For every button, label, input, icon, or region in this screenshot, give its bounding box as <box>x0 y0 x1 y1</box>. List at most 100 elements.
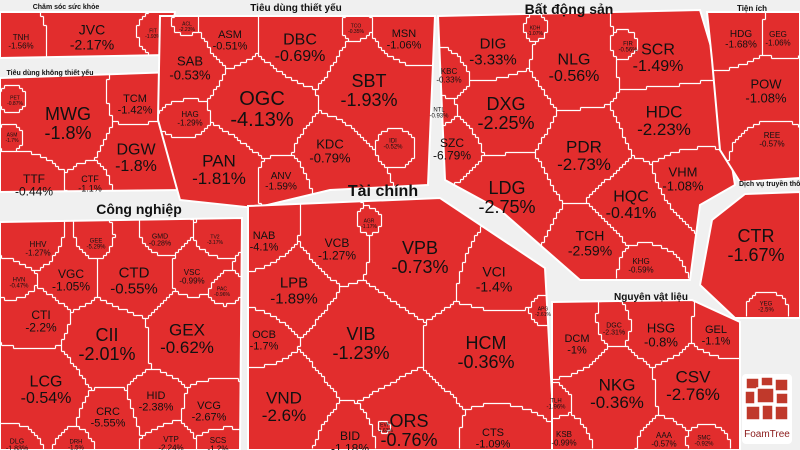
tile-hqc[interactable]: HQC-0.41% <box>606 188 657 222</box>
tile-mwg[interactable]: MWG-1.8% <box>44 104 91 143</box>
tile-tlh[interactable]: TLH-1.96% <box>546 398 566 410</box>
tile-vpb[interactable]: VPB-0.73% <box>391 238 448 277</box>
tile-apg[interactable]: APG-2.61% <box>535 307 551 318</box>
tile-fit[interactable]: FIT-1.93% <box>145 29 161 40</box>
tile-hdg[interactable]: HDG-1.68% <box>725 29 757 51</box>
tile-ticker: DIG <box>480 36 507 53</box>
tile-ocb[interactable]: OCB-1.7% <box>250 329 279 353</box>
tile-nab[interactable]: NAB-4.1% <box>250 230 279 254</box>
tile-kdc[interactable]: KDC-0.79% <box>309 137 351 166</box>
tile-hag[interactable]: HAG-1.29% <box>177 110 202 127</box>
tile-bid[interactable]: BID-1.18% <box>331 429 369 450</box>
tile-vsc[interactable]: VSC-0.99% <box>179 268 204 285</box>
tile-ctd[interactable]: CTD-0.55% <box>110 265 158 298</box>
tile-drh[interactable]: DRH-1.5% <box>68 439 84 450</box>
tile-asm[interactable]: ASM-1.7% <box>5 133 19 144</box>
tile-ticker: HCM <box>466 333 507 353</box>
tile-gel[interactable]: GEL-1.1% <box>702 324 731 348</box>
tile-hsg[interactable]: HSG-0.8% <box>644 321 678 350</box>
tile-vhm[interactable]: VHM-1.08% <box>662 165 704 194</box>
tile-tcm[interactable]: TCM-1.42% <box>118 93 153 117</box>
tile-vnd[interactable]: VND-2.6% <box>262 388 306 425</box>
tile-pet[interactable]: PET-0.87% <box>7 96 23 107</box>
tile-hhv[interactable]: HHV-1.27% <box>25 240 50 257</box>
tile-vci[interactable]: VCI-1.4% <box>476 264 513 295</box>
tile-dlg[interactable]: DLG-1.83% <box>6 438 28 450</box>
tile-ors[interactable]: ORS-0.76% <box>380 411 437 450</box>
tile-csv[interactable]: CSV-2.76% <box>666 367 720 404</box>
tile-hid[interactable]: HID-2.38% <box>139 390 174 414</box>
tile-szc[interactable]: SZC-6.79% <box>433 136 471 163</box>
tile-nlg[interactable]: NLG-0.56% <box>549 51 600 85</box>
tile-vcb[interactable]: VCB-1.27% <box>318 236 356 263</box>
tile-msn[interactable]: MSN-1.06% <box>387 28 422 52</box>
tile-vib[interactable]: VIB-1.23% <box>332 324 389 363</box>
tile-sab[interactable]: SAB-0.53% <box>169 54 211 83</box>
tile-ctf[interactable]: CTF-1.1% <box>78 174 102 193</box>
tile-tv2[interactable]: TV2-3.17% <box>207 235 223 246</box>
tile-tnh[interactable]: TNH-1.56% <box>8 33 33 50</box>
sector-tiện-ích: HDG-1.68% GEG-1.06% POW-1.08% REE-0.57% <box>705 11 800 184</box>
tile-anv[interactable]: ANV-1.59% <box>265 171 297 193</box>
tile-nkg[interactable]: NKG-0.36% <box>590 375 644 412</box>
tile-fir[interactable]: FIR-0.56% <box>618 41 638 53</box>
tile-ogc[interactable]: OGC-4.13% <box>230 88 294 131</box>
tile-scs[interactable]: SCS-1.2% <box>208 436 229 450</box>
tile-pow[interactable]: POW-1.08% <box>745 77 787 106</box>
tile-kbc[interactable]: KBC-0.33% <box>436 67 461 84</box>
tile-change: -0.79% <box>309 150 351 165</box>
tile-ttf[interactable]: TTF-0.44% <box>15 172 53 199</box>
tile-asm[interactable]: ASM-0.51% <box>213 29 248 53</box>
tile-cii[interactable]: CII-2.01% <box>78 325 135 364</box>
tile-cts[interactable]: CTS-1.09% <box>476 427 511 450</box>
tile-vtp[interactable]: VTP-2.24% <box>158 435 183 450</box>
tile-gmd[interactable]: GMD-0.28% <box>149 233 171 247</box>
sector-công-nghiệp: HHV-1.27% GEE-5.29% GMD-0.28% TV2-3.17% HVN-… <box>0 216 244 450</box>
tile-change: -3.17% <box>207 240 223 246</box>
tile-yeg[interactable]: YEG-2.5% <box>758 301 774 313</box>
tile-hcm[interactable]: HCM-0.36% <box>457 333 514 372</box>
tile-khg[interactable]: KHG-0.59% <box>628 257 653 274</box>
tile-agr[interactable]: AGR-1.17% <box>361 219 377 230</box>
tile-change: -0.51% <box>213 40 248 52</box>
tile-vgc[interactable]: VGC-1.05% <box>52 267 90 294</box>
tile-dgw[interactable]: DGW-1.8% <box>115 141 157 175</box>
tile-ntl[interactable]: NTL-0.93% <box>429 107 449 119</box>
tile-vcg[interactable]: VCG-2.67% <box>192 400 227 424</box>
tile-gee[interactable]: GEE-5.29% <box>86 238 106 250</box>
tile-lpb[interactable]: LPB-1.89% <box>270 275 318 308</box>
tile-tch[interactable]: TCH-2.59% <box>568 228 612 259</box>
tile-dcm[interactable]: DCM-1% <box>564 333 589 357</box>
tile-idi[interactable]: IDI-0.52% <box>383 138 403 150</box>
tile-gex[interactable]: GEX-0.62% <box>160 320 214 357</box>
tile-lcg[interactable]: LCG-0.54% <box>21 373 72 407</box>
tile-ldg[interactable]: LDG-2.75% <box>478 178 535 217</box>
tile-cti[interactable]: CTI-2.2% <box>25 308 57 335</box>
tile-ctr[interactable]: CTR-1.67% <box>727 226 784 265</box>
tile-geg[interactable]: GEG-1.06% <box>765 30 790 47</box>
tile-jvc[interactable]: JVC-2.17% <box>70 22 114 53</box>
tile-aaa[interactable]: AAA-0.57% <box>651 431 676 448</box>
tile-sbt[interactable]: SBT-1.93% <box>340 71 397 110</box>
tile-pac[interactable]: PAC-0.96% <box>214 287 230 298</box>
tile-change: -0.36% <box>457 352 514 372</box>
tile-change: -1.89% <box>270 290 318 307</box>
tile-ksb[interactable]: KSB-0.99% <box>551 430 576 447</box>
tile-acl[interactable]: ACL-2.23% <box>179 22 195 33</box>
tile-evf[interactable]: EVF-1.63% <box>377 423 393 434</box>
tile-pdr[interactable]: PDR-2.73% <box>557 137 611 174</box>
tile-ticker: KDC <box>316 137 343 152</box>
tile-hdc[interactable]: HDC-2.23% <box>637 102 691 139</box>
tile-kdh[interactable]: KDH-1.07% <box>527 26 543 37</box>
tile-dxg[interactable]: DXG-2.25% <box>477 94 534 133</box>
tile-hvn[interactable]: HVN-0.47% <box>9 277 29 289</box>
tile-smc[interactable]: SMC-0.92% <box>694 435 714 447</box>
tile-dbc[interactable]: DBC-0.69% <box>275 31 326 65</box>
tile-dig[interactable]: DIG-3.33% <box>469 36 517 69</box>
tile-tco[interactable]: TCO-0.35% <box>348 24 364 35</box>
tile-crc[interactable]: CRC-5.55% <box>91 406 126 430</box>
tile-pan[interactable]: PAN-1.81% <box>192 151 246 188</box>
tile-ree[interactable]: REE-0.57% <box>759 131 784 148</box>
tile-dgc[interactable]: DGC-2.31% <box>603 322 625 336</box>
tile-scr[interactable]: SCR-1.49% <box>633 41 684 75</box>
